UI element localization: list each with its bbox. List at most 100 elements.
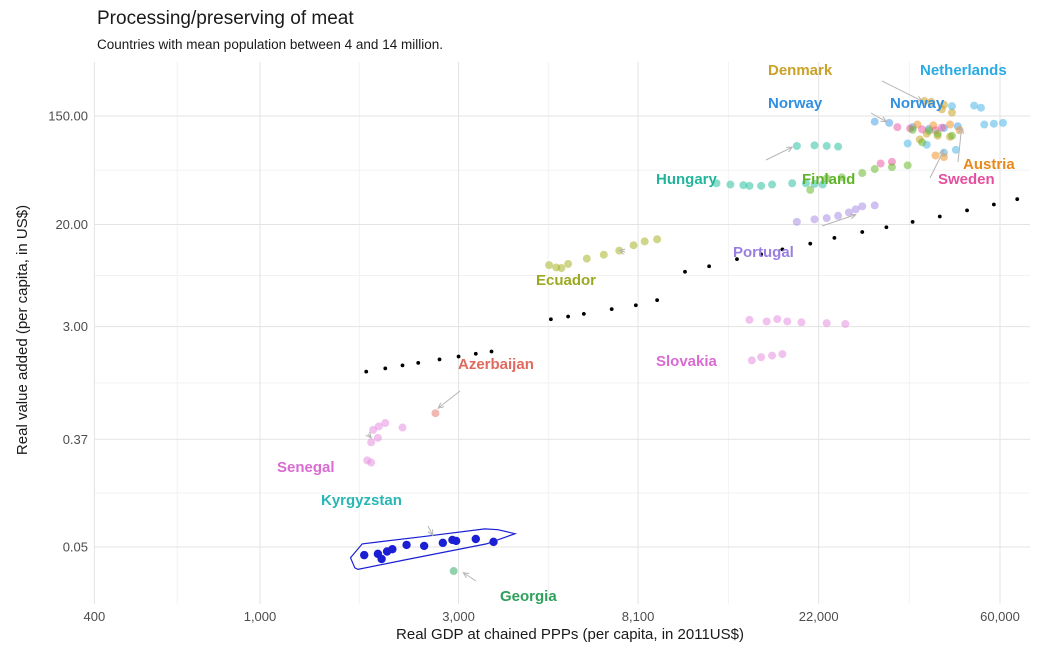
finland-label: Finland xyxy=(802,171,855,188)
slovakia-point xyxy=(745,315,754,324)
trend-point xyxy=(759,252,764,257)
hungary-point xyxy=(801,179,810,188)
ecuador-point xyxy=(557,264,566,273)
trend-point xyxy=(456,354,461,359)
netherlands-point xyxy=(903,139,912,148)
trend-point xyxy=(364,369,369,374)
finland-point xyxy=(870,165,879,174)
kyrgyzstan-arrow xyxy=(427,525,434,536)
slovakia-point xyxy=(747,356,756,365)
x-tick-label: 3,000 xyxy=(442,609,475,624)
ecuador-point xyxy=(653,235,662,244)
kyrgyzstan-point xyxy=(419,541,429,551)
hungary-point xyxy=(792,141,801,150)
norway-point xyxy=(870,117,879,126)
y-tick-label: 20.00 xyxy=(55,217,88,232)
kyrgyzstan-point xyxy=(377,554,386,564)
portugal-point xyxy=(822,214,831,223)
hungary-label: Hungary xyxy=(656,171,718,188)
trend-point xyxy=(400,363,405,368)
azerbaijan-arrow xyxy=(437,390,461,409)
denmark-point xyxy=(937,105,946,114)
annotation-labels: Denmark Netherlands Norway Norway AustriaSwe… xyxy=(277,62,1015,605)
denmark-arrowhead xyxy=(916,96,924,102)
y-tick-label: 3.00 xyxy=(63,319,88,334)
hungary-point xyxy=(810,141,819,150)
slovakia-label: Slovakia xyxy=(656,353,718,370)
ecuador-point xyxy=(640,237,649,246)
sweden-point xyxy=(876,159,885,168)
finland-point xyxy=(887,163,896,172)
slovakia-point xyxy=(783,317,792,326)
finland-point xyxy=(908,125,917,134)
finland-point xyxy=(918,138,927,147)
finland-point xyxy=(858,169,867,178)
trend-point xyxy=(910,219,915,224)
portugal-arrow xyxy=(821,214,856,227)
sweden-arrow xyxy=(929,149,945,179)
netherlands-point xyxy=(980,120,989,129)
kyrgyzstan-hull xyxy=(349,528,518,571)
azerbaijan-point xyxy=(431,409,440,418)
netherlands-point xyxy=(989,119,998,128)
ecuador-point xyxy=(599,250,608,259)
georgia-arrowhead xyxy=(462,572,470,579)
austria-point xyxy=(931,151,940,160)
slovakia-point xyxy=(762,317,771,326)
azerbaijan-arrowhead xyxy=(437,402,445,409)
slovakia-point xyxy=(757,353,766,362)
y-tick-label: 0.37 xyxy=(63,432,88,447)
kyrgyzstan-arrowhead xyxy=(427,529,434,537)
portugal-point xyxy=(792,217,801,226)
sweden-point xyxy=(937,123,946,132)
x-tick-label: 60,000 xyxy=(980,609,1020,624)
denmark-point xyxy=(920,97,929,106)
hungary-point xyxy=(757,181,766,190)
kyrgyzstan-point xyxy=(451,536,461,546)
portugal-point xyxy=(810,215,819,224)
sweden-label: Sweden xyxy=(938,171,995,188)
finland-point xyxy=(933,129,942,138)
grid xyxy=(93,62,1030,604)
portugal-point xyxy=(851,205,860,214)
trend-point xyxy=(1015,197,1020,202)
portugal-point xyxy=(844,208,853,217)
hungary-point xyxy=(739,181,748,190)
x-tick-label: 8,100 xyxy=(622,609,655,624)
austria-label: Austria xyxy=(963,156,1015,173)
trend-point xyxy=(884,225,889,230)
trend-points xyxy=(364,197,1020,374)
trend-point xyxy=(683,269,687,274)
ecuador-point xyxy=(545,261,554,270)
georgia-arrow xyxy=(463,572,477,582)
kyrgyzstan-point xyxy=(388,544,397,554)
finland-point xyxy=(947,131,956,140)
kyrgyzstan-label: Kyrgyzstan xyxy=(321,492,402,509)
sweden-point xyxy=(893,123,902,132)
ecuador-label: Ecuador xyxy=(536,272,596,289)
norway-arrowhead xyxy=(880,116,888,123)
kyrgyzstan-point xyxy=(438,538,448,548)
hungary-point xyxy=(726,180,735,189)
austria-point xyxy=(939,153,948,162)
y-tick-label: 150.00 xyxy=(48,109,88,124)
netherlands-point xyxy=(976,103,985,112)
senegal-point xyxy=(381,419,390,428)
georgia-label: Georgia xyxy=(500,588,557,605)
kyrgyzstan-point xyxy=(402,540,411,550)
x-tick-label: 22,000 xyxy=(799,609,839,624)
portugal-arrowhead xyxy=(849,213,857,220)
finland-point xyxy=(806,185,815,194)
finland-point xyxy=(903,161,912,170)
denmark-point xyxy=(927,97,936,106)
y-tick-label: 0.05 xyxy=(63,540,88,555)
ecuador-arrowhead xyxy=(618,248,626,255)
ecuador-point xyxy=(564,259,573,268)
kyrgyzstan-point xyxy=(360,550,369,560)
slovakia-point xyxy=(797,318,806,327)
denmark-arrow xyxy=(881,80,923,102)
trend-point xyxy=(937,214,942,219)
kyrgyzstan-point xyxy=(489,537,498,547)
annotation-arrows xyxy=(365,80,965,582)
norway-arrow xyxy=(870,112,887,123)
